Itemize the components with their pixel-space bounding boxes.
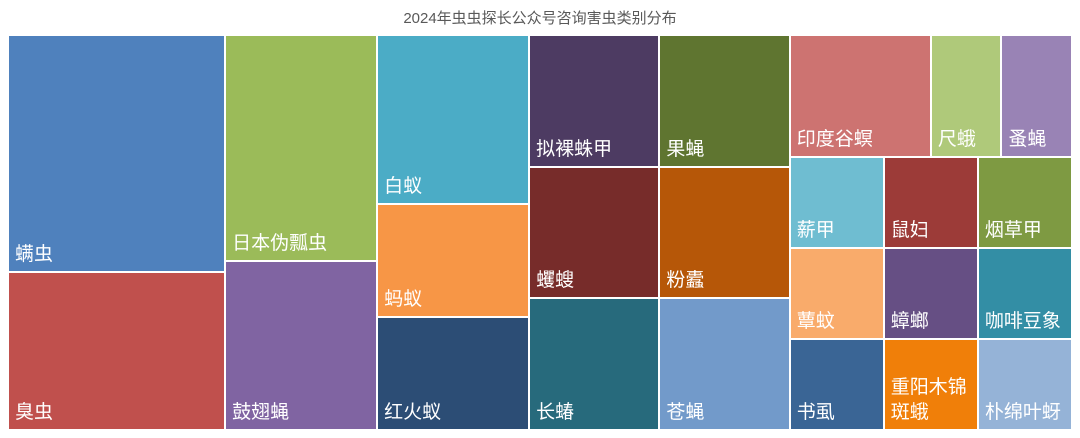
- tile-label: 日本伪瓢虫: [232, 232, 328, 254]
- tile-label: 鼓翅蝇: [232, 401, 290, 423]
- tile: 蕈蚊: [789, 247, 884, 339]
- tile-label: 书虱: [796, 401, 835, 423]
- tile-label: 鼠妇: [890, 219, 929, 241]
- tile-label: 蠼螋: [536, 270, 575, 292]
- tile-label: 果蝇: [666, 138, 705, 160]
- tile: 重阳木锦斑蛾: [883, 338, 978, 430]
- tile-label: 粉蠹: [666, 270, 705, 292]
- tile-label: 苍蝇: [666, 401, 705, 423]
- tile-label: 烟草甲: [984, 219, 1042, 241]
- tile-label: 朴绵叶蚜: [984, 401, 1061, 423]
- tile: 果蝇: [659, 35, 790, 167]
- tile-label: 尺蛾: [937, 128, 976, 150]
- tile-label: 蚂蚁: [384, 289, 423, 311]
- tile: 蠼螋: [529, 166, 660, 299]
- tile: 白蚁: [377, 35, 530, 205]
- tile: 尺蛾: [930, 35, 1002, 157]
- tile: 蚤蝇: [1001, 35, 1072, 157]
- tile: 咖啡豆象: [977, 247, 1072, 339]
- tile: 苍蝇: [659, 298, 790, 430]
- tile-label: 臭虫: [15, 402, 54, 423]
- tile: 蟑螂: [883, 247, 978, 339]
- tile: 长蝽: [529, 298, 660, 430]
- tile: 日本伪瓢虫: [225, 35, 378, 261]
- tile: 拟裸蛛甲: [529, 35, 660, 167]
- tile-label: 螨虫: [15, 244, 54, 265]
- tile: 朴绵叶蚜: [977, 338, 1072, 430]
- tile: 臭虫: [8, 272, 226, 430]
- tile: 薪甲: [789, 156, 884, 248]
- tile: 烟草甲: [977, 156, 1072, 248]
- tile-label: 蚤蝇: [1008, 128, 1047, 150]
- tile-label: 印度谷螟: [796, 128, 873, 150]
- tile-label: 蟑螂: [890, 310, 929, 332]
- tile: 书虱: [789, 338, 884, 430]
- tile-label: 重阳木锦斑蛾: [890, 376, 967, 423]
- tile: 鼠妇: [883, 156, 978, 248]
- chart-title: 2024年虫虫探长公众号咨询害虫类别分布: [403, 10, 677, 27]
- tile: 红火蚁: [377, 317, 530, 430]
- tile: 螨虫: [8, 35, 226, 272]
- tile: 印度谷螟: [789, 35, 931, 157]
- tile-label: 长蝽: [536, 401, 575, 423]
- tile-label: 红火蚁: [384, 401, 442, 423]
- tile-label: 白蚁: [384, 176, 423, 198]
- tile-label: 薪甲: [796, 219, 835, 241]
- tile-label: 咖啡豆象: [984, 310, 1061, 332]
- tile: 蚂蚁: [377, 204, 530, 318]
- tile-label: 蕈蚊: [796, 310, 835, 332]
- tile: 鼓翅蝇: [225, 260, 378, 430]
- tile: 粉蠹: [659, 166, 790, 299]
- tile-label: 拟裸蛛甲: [536, 138, 613, 160]
